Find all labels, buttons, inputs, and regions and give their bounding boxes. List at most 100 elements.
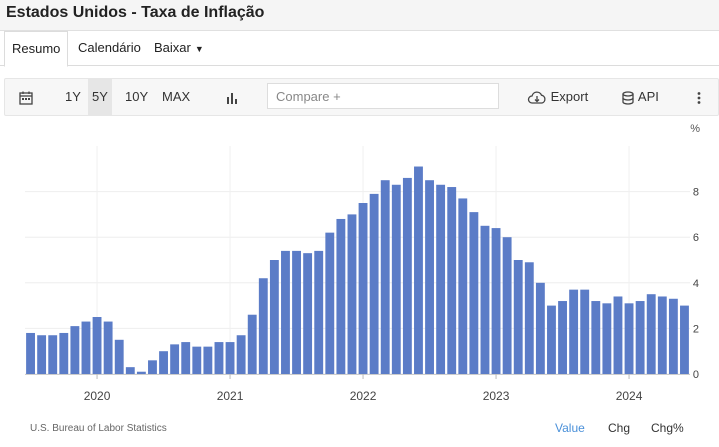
bar-2020-01[interactable]: [92, 317, 102, 374]
y-unit-label: %: [690, 123, 700, 135]
x-tick-label: 2021: [217, 389, 244, 403]
y-tick-label: 8: [693, 187, 699, 199]
page-title: Estados Unidos - Taxa de Inflação: [6, 4, 265, 21]
bar-2021-10[interactable]: [325, 232, 335, 374]
bar-2022-10[interactable]: [458, 198, 468, 374]
bar-2022-01[interactable]: [358, 203, 368, 374]
api-label: API: [637, 89, 659, 104]
bar-2020-09[interactable]: [181, 342, 191, 374]
bar-2021-09[interactable]: [314, 250, 324, 374]
bar-2022-05[interactable]: [402, 177, 412, 374]
y-tick-label: 0: [693, 369, 699, 381]
caret-down-icon: ▼: [194, 44, 204, 54]
bar-2023-11[interactable]: [602, 303, 612, 374]
range-max-button[interactable]: MAX: [162, 89, 191, 104]
tab-calendario-label: Calendário: [78, 40, 141, 55]
bar-2024-06[interactable]: [680, 305, 689, 374]
x-tick-label: 2023: [483, 389, 510, 403]
bar-2020-12[interactable]: [214, 342, 224, 374]
bar-2024-02[interactable]: [635, 301, 645, 374]
bar-2024-03[interactable]: [646, 294, 656, 374]
bar-2020-04[interactable]: [125, 367, 135, 374]
range-1y-button[interactable]: 1Y: [65, 89, 81, 104]
chg-toggle[interactable]: Chg: [608, 421, 631, 435]
bar-2021-01[interactable]: [225, 342, 235, 374]
bar-2021-06[interactable]: [281, 250, 290, 374]
bar-2021-03[interactable]: [247, 314, 257, 374]
chg-percent-toggle[interactable]: Chg%: [651, 421, 684, 435]
bar-2020-11[interactable]: [203, 346, 213, 374]
bar-2021-04[interactable]: [258, 278, 268, 374]
bar-2023-10[interactable]: [591, 301, 601, 374]
bar-2024-01[interactable]: [624, 303, 634, 374]
bar-2023-05[interactable]: [535, 282, 545, 374]
bar-2022-02[interactable]: [369, 193, 379, 374]
tab-bar: Resumo Calendário Baixar ▼: [0, 31, 719, 67]
bar-2021-11[interactable]: [336, 218, 346, 374]
bar-chart-icon[interactable]: [225, 79, 239, 115]
bar-2021-08[interactable]: [303, 253, 313, 374]
bar-2020-06[interactable]: [148, 360, 157, 374]
bar-2020-05[interactable]: [136, 371, 146, 374]
bar-2022-07[interactable]: [425, 180, 434, 374]
x-tick-label: 2022: [350, 389, 377, 403]
bar-2019-11[interactable]: [70, 326, 80, 374]
bar-2019-07[interactable]: [26, 332, 35, 374]
bar-2023-01[interactable]: [491, 228, 501, 374]
tab-baixar-label: Baixar: [154, 40, 191, 55]
x-tick-label: 2024: [616, 389, 643, 403]
bar-2023-03[interactable]: [513, 260, 523, 374]
export-label: Export: [550, 89, 589, 104]
bar-2022-11[interactable]: [469, 212, 479, 374]
bar-2024-04[interactable]: [657, 296, 667, 374]
bar-2022-09[interactable]: [447, 187, 457, 374]
bar-2023-07[interactable]: [558, 301, 567, 374]
tab-resumo[interactable]: Resumo: [4, 31, 69, 67]
x-tick-label: 2020: [84, 389, 111, 403]
range-5y-button[interactable]: 5Y: [88, 79, 112, 115]
database-icon: [622, 90, 634, 105]
title-bar: Estados Unidos - Taxa de Inflação: [0, 0, 719, 31]
calendar-icon[interactable]: [19, 79, 33, 115]
compare-input[interactable]: [267, 83, 499, 109]
tab-calendario[interactable]: Calendário: [78, 31, 141, 65]
bar-2020-10[interactable]: [192, 346, 202, 374]
bar-2023-08[interactable]: [569, 289, 579, 374]
bar-2023-02[interactable]: [502, 237, 512, 374]
bar-2023-04[interactable]: [524, 262, 534, 374]
bar-2022-12[interactable]: [480, 225, 490, 374]
bar-2023-09[interactable]: [580, 289, 590, 374]
bar-2020-07[interactable]: [159, 351, 168, 374]
bar-2023-06[interactable]: [547, 305, 556, 374]
bar-2022-03[interactable]: [380, 180, 390, 374]
bar-2021-12[interactable]: [347, 214, 357, 374]
bar-2024-05[interactable]: [668, 298, 678, 374]
value-toggle[interactable]: Value: [555, 421, 585, 435]
bar-2021-05[interactable]: [269, 260, 279, 374]
tab-resumo-label: Resumo: [12, 41, 61, 56]
bar-2020-03[interactable]: [114, 339, 124, 374]
bar-2023-12[interactable]: [613, 296, 623, 374]
bar-2019-08[interactable]: [37, 335, 47, 374]
data-source: U.S. Bureau of Labor Statistics: [30, 423, 167, 434]
bar-2019-09[interactable]: [48, 335, 58, 374]
chart-toolbar: 1Y 5Y 10Y MAX Export API: [4, 78, 719, 116]
bar-2020-08[interactable]: [170, 344, 180, 374]
bar-2022-04[interactable]: [391, 184, 401, 374]
bar-2021-07[interactable]: [292, 250, 301, 374]
range-10y-button[interactable]: 10Y: [125, 89, 149, 104]
y-tick-label: 4: [693, 278, 699, 290]
bar-2022-06[interactable]: [414, 166, 423, 374]
api-button[interactable]: API: [621, 79, 659, 115]
y-tick-label: 6: [693, 232, 699, 244]
more-options-icon[interactable]: [697, 79, 701, 115]
bar-2019-12[interactable]: [81, 321, 91, 374]
inflation-bar-chart: % 2020 2021 2022 2023 2024 0 2 4 6 8: [25, 123, 700, 403]
bar-2022-08[interactable]: [436, 184, 446, 374]
cloud-download-icon: [527, 91, 546, 104]
export-button[interactable]: Export: [527, 79, 588, 115]
bar-2020-02[interactable]: [103, 321, 113, 374]
bar-2021-02[interactable]: [236, 335, 246, 374]
tab-baixar[interactable]: Baixar ▼: [154, 31, 204, 65]
bar-2019-10[interactable]: [59, 332, 69, 374]
